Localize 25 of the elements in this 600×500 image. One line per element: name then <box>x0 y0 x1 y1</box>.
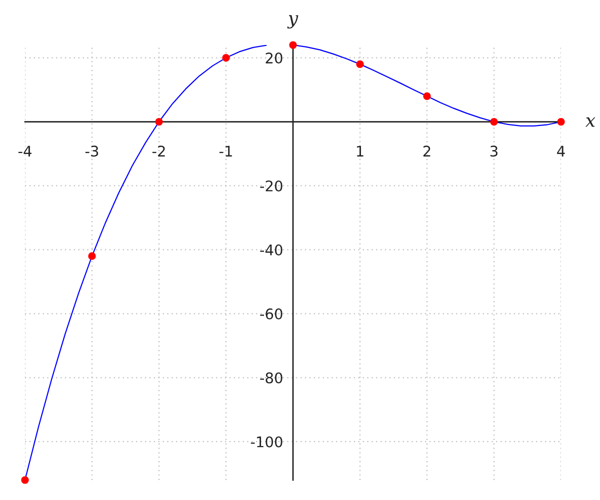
x-tick-label: -2 <box>152 146 165 156</box>
point <box>222 54 230 62</box>
x-tick-label: 3 <box>490 146 498 157</box>
y-tick-label: 20 <box>266 52 282 64</box>
point <box>423 92 431 100</box>
point <box>21 476 29 484</box>
y-tick-label: -60 <box>260 308 282 320</box>
y-tick-label: -80 <box>260 372 282 384</box>
x-axis-title: x <box>585 117 596 127</box>
x-tick-label: 1 <box>356 146 364 156</box>
point <box>88 252 96 260</box>
point <box>356 60 364 68</box>
point <box>289 41 297 49</box>
point <box>557 118 565 126</box>
point <box>155 118 163 126</box>
x-tick-label: -1 <box>219 146 232 156</box>
x-tick-label: -3 <box>85 146 98 157</box>
point <box>490 118 498 126</box>
x-tick-label: 4 <box>557 146 565 156</box>
y-tick-label: -100 <box>250 436 282 448</box>
y-axis-title: y <box>287 15 298 29</box>
x-tick-label: -4 <box>18 146 32 156</box>
x-tick-label: 2 <box>423 146 430 156</box>
y-tick-label: -40 <box>260 244 282 256</box>
y-tick-label: -20 <box>260 180 282 192</box>
